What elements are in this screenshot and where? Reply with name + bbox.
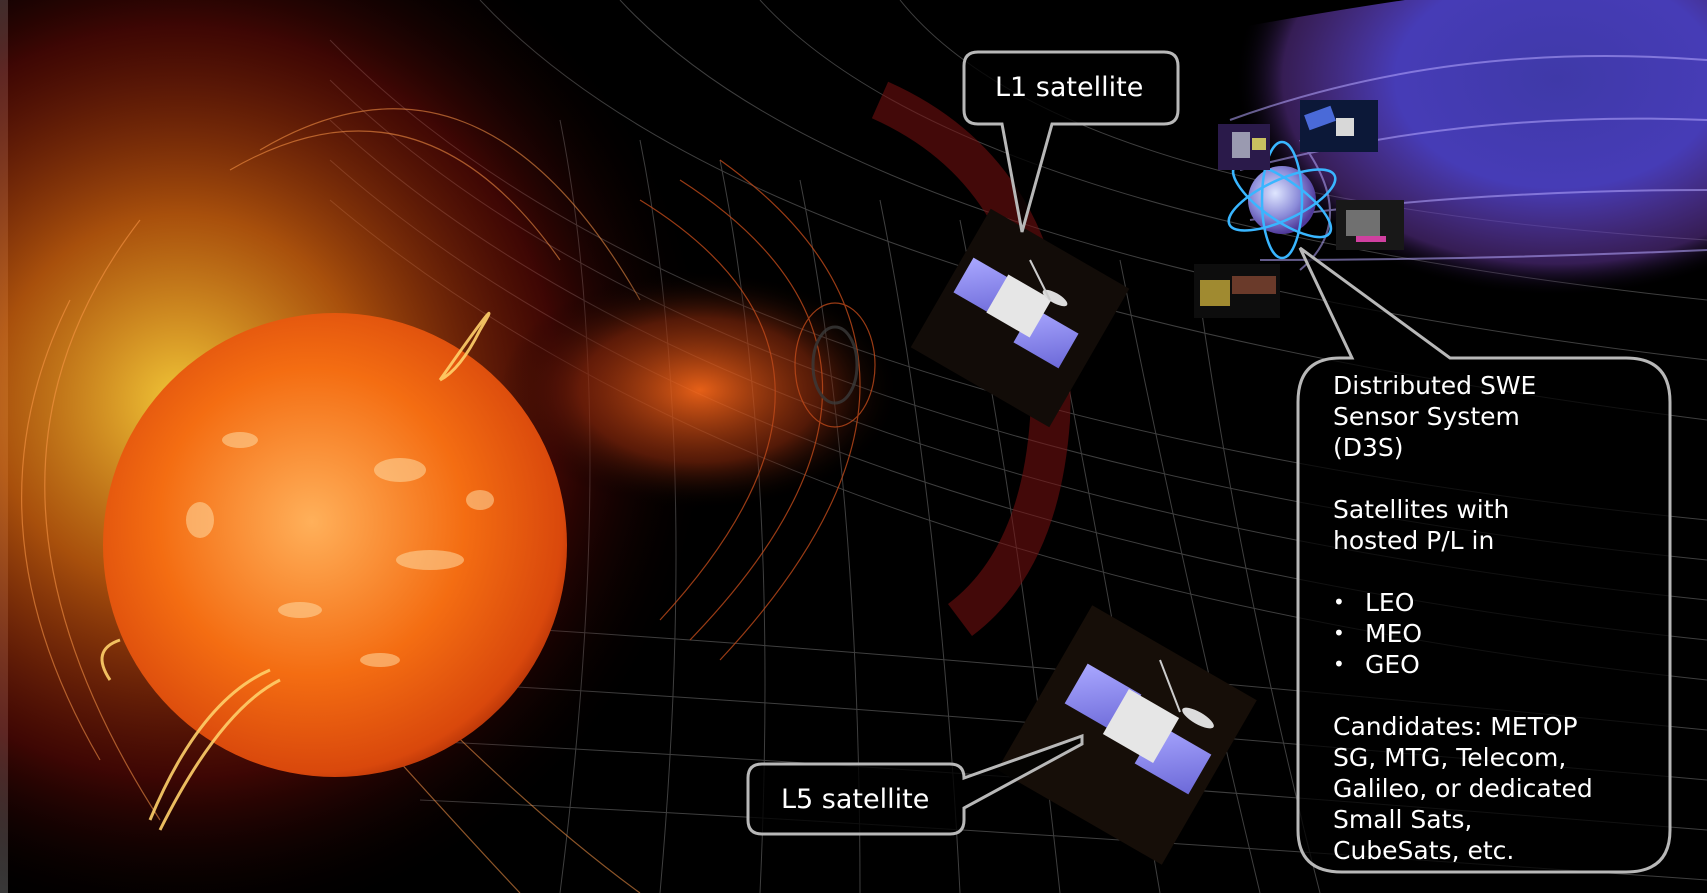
d3s-intro-line: Satellites with bbox=[1333, 495, 1510, 524]
cme-bow-shock bbox=[639, 159, 876, 661]
d3s-intro-line: hosted P/L in bbox=[1333, 526, 1495, 555]
d3s-description: Distributed SWE Sensor System (D3S) Sate… bbox=[1333, 370, 1663, 866]
d3s-callout-bubble bbox=[1296, 246, 1672, 874]
candidates-line: Small Sats, bbox=[1333, 805, 1473, 834]
d3s-title-line: Distributed SWE bbox=[1333, 371, 1537, 400]
sun-icon bbox=[103, 313, 567, 777]
small-sat-thumb bbox=[1194, 264, 1280, 318]
orbit-list-item: GEO bbox=[1333, 649, 1663, 680]
geo-satellite-thumb bbox=[1336, 200, 1404, 250]
leo-satellite-thumb bbox=[1218, 124, 1270, 170]
candidates-line: Candidates: METOP bbox=[1333, 712, 1578, 741]
l5-satellite-icon bbox=[997, 605, 1257, 865]
sun-flares bbox=[100, 311, 491, 831]
d3s-title-line: (D3S) bbox=[1333, 433, 1404, 462]
meo-satellite-thumb bbox=[1300, 100, 1378, 152]
l1-satellite-icon bbox=[910, 208, 1130, 428]
candidates-line: CubeSats, etc. bbox=[1333, 836, 1515, 865]
sun-granulation bbox=[186, 432, 494, 667]
l1-callout-bubble bbox=[962, 50, 1180, 233]
l5-callout-bubble bbox=[746, 733, 1084, 836]
orbit-list-item: MEO bbox=[1333, 618, 1663, 649]
l1-label: L1 satellite bbox=[995, 72, 1144, 103]
orbit-list-item: LEO bbox=[1333, 587, 1663, 618]
d3s-title-line: Sensor System bbox=[1333, 402, 1520, 431]
earth-icon bbox=[1248, 166, 1316, 234]
orbit-list: LEO MEO GEO bbox=[1333, 587, 1663, 680]
candidates-line: Galileo, or dedicated bbox=[1333, 774, 1593, 803]
l5-label: L5 satellite bbox=[781, 784, 930, 815]
cme-plume bbox=[500, 270, 900, 510]
candidates-line: SG, MTG, Telecom, bbox=[1333, 743, 1567, 772]
